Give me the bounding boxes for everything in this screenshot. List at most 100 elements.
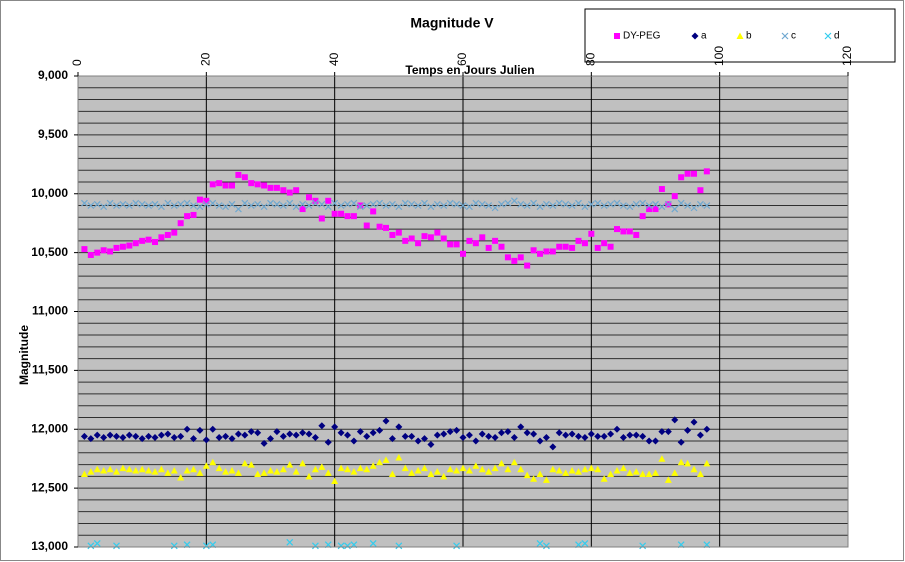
point (575, 199, 582, 207)
x-tick-label: 0 (70, 59, 84, 66)
point (690, 418, 698, 426)
point (196, 469, 204, 476)
point (658, 455, 666, 462)
point (549, 465, 557, 473)
point (106, 199, 114, 207)
point (157, 465, 165, 473)
point (369, 462, 377, 469)
point (427, 203, 435, 211)
point (542, 542, 550, 550)
point (421, 435, 428, 443)
point (382, 456, 390, 463)
point (626, 431, 634, 439)
point (125, 202, 133, 209)
point (485, 244, 492, 251)
point (427, 234, 434, 241)
y-tick-label: 12,000 (31, 421, 68, 435)
point (306, 194, 312, 201)
point (703, 459, 711, 467)
point (607, 430, 615, 438)
point (125, 465, 133, 473)
point (588, 230, 595, 237)
point (209, 458, 217, 466)
point (267, 466, 274, 474)
point (460, 250, 466, 257)
point (286, 538, 294, 546)
chart-title: Magnitude V (410, 15, 494, 31)
point (459, 464, 467, 472)
point (684, 170, 691, 177)
point (190, 465, 197, 473)
point (568, 430, 576, 438)
point (684, 426, 692, 434)
point (145, 466, 153, 474)
point (113, 542, 120, 550)
point (286, 430, 294, 438)
point (235, 171, 242, 178)
point (401, 199, 409, 207)
point (697, 187, 704, 194)
point (279, 432, 287, 440)
point (658, 203, 666, 211)
point (664, 476, 672, 483)
point (363, 222, 370, 229)
point (215, 202, 223, 209)
y-tick-label: 10,000 (31, 186, 68, 200)
point (530, 199, 538, 207)
point (261, 182, 268, 189)
point (209, 199, 217, 207)
point (363, 465, 371, 473)
point (279, 202, 287, 209)
point (498, 243, 505, 250)
point (536, 540, 544, 547)
point (498, 459, 505, 467)
point (241, 174, 248, 181)
point (216, 180, 223, 187)
point (684, 459, 692, 467)
point (247, 202, 255, 209)
point (478, 465, 486, 473)
point (369, 200, 377, 208)
point (652, 437, 659, 445)
point (504, 254, 511, 261)
point (568, 202, 576, 209)
point (292, 468, 300, 475)
point (549, 443, 557, 451)
point (684, 202, 692, 209)
point (421, 464, 428, 472)
point (652, 206, 659, 213)
point (305, 430, 313, 438)
point (388, 200, 396, 208)
point (523, 471, 531, 479)
point (600, 202, 608, 209)
point (350, 213, 357, 220)
point (190, 202, 197, 209)
point (260, 203, 268, 211)
point (555, 199, 563, 207)
point (575, 237, 582, 244)
point (138, 200, 146, 208)
point (600, 432, 608, 440)
y-tick-label: 11,500 (32, 363, 68, 377)
point (517, 423, 525, 431)
point (183, 199, 191, 207)
point (510, 458, 518, 466)
point (389, 231, 396, 238)
point (395, 542, 403, 550)
point (350, 437, 358, 445)
point (325, 197, 332, 204)
point (581, 540, 589, 547)
point (472, 437, 480, 445)
point (678, 174, 685, 181)
point (247, 428, 255, 436)
point (395, 229, 402, 236)
legend-label: d (834, 31, 840, 42)
point (254, 181, 261, 188)
legend-label: b (746, 31, 752, 42)
point (581, 240, 588, 247)
point (132, 240, 139, 247)
point (517, 254, 524, 261)
point (81, 246, 88, 253)
point (273, 200, 281, 208)
point (177, 474, 185, 481)
